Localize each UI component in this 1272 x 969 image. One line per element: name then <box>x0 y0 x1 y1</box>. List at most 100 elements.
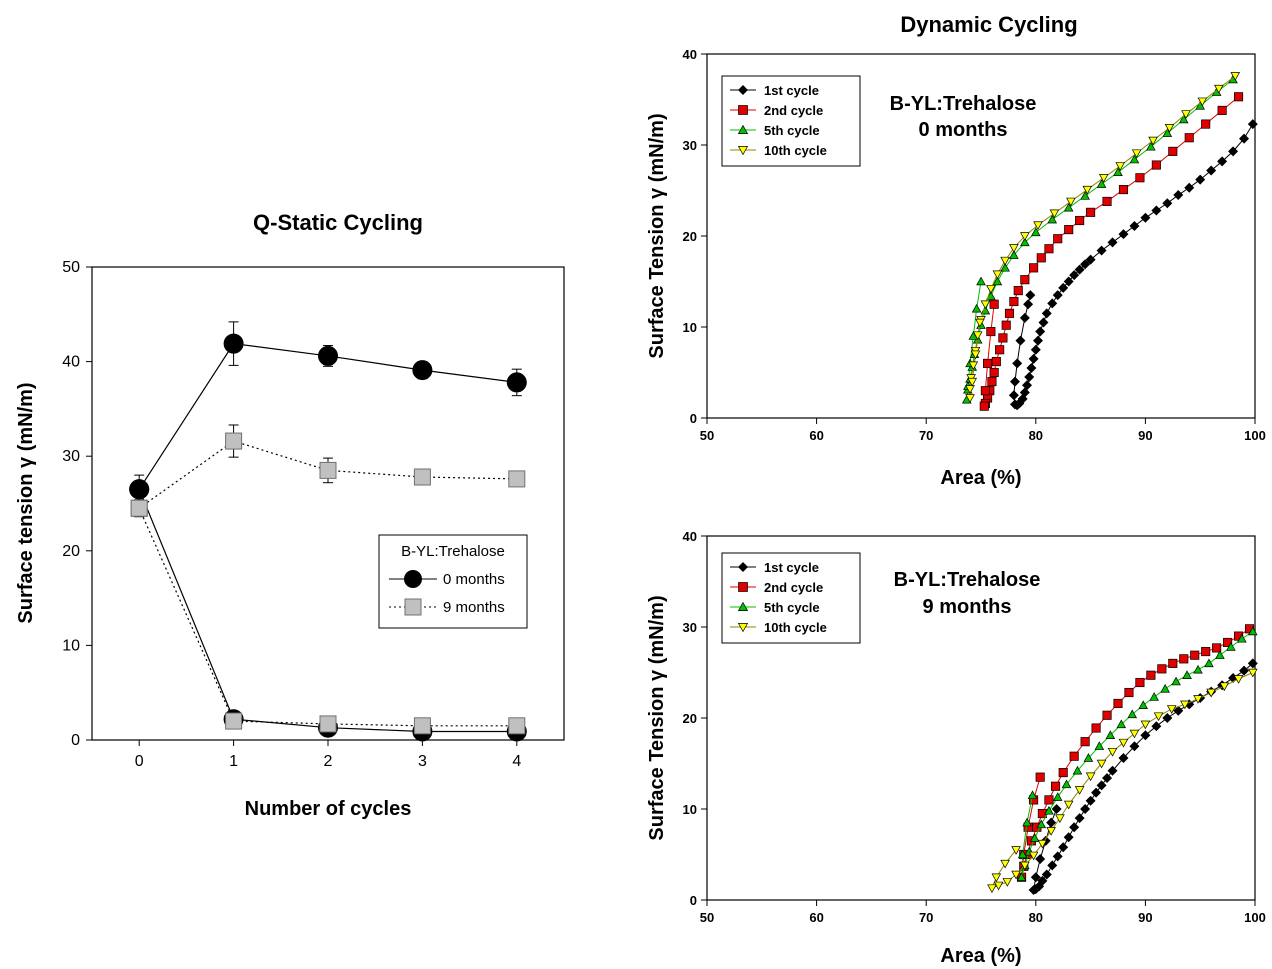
dynamic-9months-ytick-label: 30 <box>683 620 697 635</box>
data-point-1st-cycle <box>1228 146 1239 157</box>
legend-marker-9months <box>404 598 422 616</box>
dynamic-9months-ytick-label: 10 <box>683 802 697 817</box>
series-line-1st-cycle <box>1013 123 1254 406</box>
data-point-1st-cycle <box>1019 312 1030 323</box>
data-point-2nd-cycle <box>1151 160 1161 170</box>
data-point-1st-cycle <box>1162 198 1173 209</box>
data-point-1st-cycle <box>1032 335 1043 346</box>
dynamic-0months-annotation-line2: 0 months <box>919 119 1008 141</box>
data-point-10th-cycle <box>1002 878 1013 887</box>
data-point-5th-cycle <box>1094 741 1105 750</box>
data-point-10th-cycle <box>1033 221 1043 231</box>
data-point-10th-cycle <box>1153 712 1164 722</box>
data-point-2nd-cycle <box>1086 207 1096 217</box>
data-point-10th-cycle <box>1129 729 1140 739</box>
data-point-10th-cycle <box>1219 682 1230 692</box>
data-point-2nd-cycle <box>1009 296 1019 307</box>
data-point-1st-cycle <box>1247 119 1258 130</box>
data-point-9-months-max <box>508 470 526 488</box>
data-point-5th-cycle <box>1017 849 1028 859</box>
data-point-10th-cycle <box>972 331 983 341</box>
data-point-2nd-cycle <box>1212 643 1222 653</box>
data-point-1st-cycle <box>1247 658 1258 669</box>
data-point-10th-cycle <box>968 361 979 371</box>
data-point-1st-cycle <box>1140 212 1151 223</box>
data-point-2nd-cycle <box>1135 677 1145 688</box>
data-point-10th-cycle <box>993 881 1004 891</box>
data-point-2nd-cycle <box>1113 698 1123 708</box>
data-point-1st-cycle <box>1069 270 1080 281</box>
dynamic-9months-xtick-label: 50 <box>700 910 714 925</box>
data-point-10th-cycle <box>1020 232 1030 241</box>
data-point-9-months-max <box>225 432 243 450</box>
legend-marker-2nd-cycle <box>738 582 748 592</box>
data-point-1st-cycle <box>1085 795 1096 806</box>
data-point-5th-cycle <box>1162 128 1173 137</box>
data-point-2nd-cycle <box>1201 119 1211 129</box>
data-point-1st-cycle <box>1239 665 1250 676</box>
data-point-10th-cycle <box>986 285 996 294</box>
data-point-2nd-cycle <box>1217 105 1227 115</box>
data-point-5th-cycle <box>1146 141 1156 151</box>
dynamic-0months-xtick-label: 100 <box>1244 428 1266 443</box>
data-point-5th-cycle <box>1215 650 1225 659</box>
qstatic-legend-title: B-YL:Trehalose <box>401 543 505 560</box>
data-point-2nd-cycle <box>1075 215 1085 226</box>
data-point-2nd-cycle <box>1044 244 1054 254</box>
data-point-9-months-max <box>413 468 431 486</box>
data-point-10th-cycle <box>1180 700 1190 710</box>
dynamic-0months-panel: Dynamic Cycling 50 60 70 80 90 100 0 10 20 30 40 B… <box>646 12 1266 489</box>
dynamic-0months-xtick-label: 70 <box>919 428 933 443</box>
data-point-5th-cycle <box>1061 779 1072 789</box>
legend-marker-5th-cycle <box>737 124 749 134</box>
data-point-5th-cycle <box>1096 179 1107 188</box>
data-point-9-months-min <box>130 499 148 517</box>
legend-label-1st-cycle: 1st cycle <box>764 560 819 575</box>
data-point-10th-cycle <box>1197 97 1208 107</box>
data-point-1st-cycle <box>1030 344 1041 355</box>
data-point-1st-cycle <box>1129 741 1140 752</box>
dynamic-0months-xlabel: Area (%) <box>940 467 1021 489</box>
data-point-10th-cycle <box>1098 174 1109 183</box>
data-point-10th-cycle <box>1009 244 1019 253</box>
data-point-10th-cycle <box>1164 123 1175 133</box>
dynamic-0months-ytick-label: 10 <box>683 320 697 335</box>
data-point-10th-cycle <box>1074 786 1085 795</box>
legend-marker-2nd-cycle <box>738 105 748 115</box>
data-point-1st-cycle <box>1096 780 1107 791</box>
legend-label-2nd-cycle: 2nd cycle <box>764 580 823 595</box>
data-point-2nd-cycle <box>1157 664 1167 674</box>
data-point-2nd-cycle <box>989 299 999 309</box>
data-point-5th-cycle <box>1052 792 1063 801</box>
data-point-2nd-cycle <box>1102 710 1112 720</box>
dynamic-0months-legend: 1st cycle 2nd cycle 5th cycle 10th cycle <box>721 75 861 167</box>
data-point-5th-cycle <box>1193 664 1203 674</box>
data-point-1st-cycle <box>1015 335 1026 346</box>
data-point-2nd-cycle <box>1146 670 1156 680</box>
data-point-2nd-cycle <box>980 386 990 396</box>
data-point-5th-cycle <box>1000 262 1010 272</box>
dynamic-0months-ytick-label: 20 <box>683 229 697 244</box>
data-point-1st-cycle <box>1035 854 1046 865</box>
data-point-1st-cycle <box>1038 317 1049 328</box>
data-point-10th-cycle <box>1011 870 1021 880</box>
data-point-5th-cycle <box>1149 692 1159 701</box>
data-point-1st-cycle <box>1102 773 1113 784</box>
dynamic-9months-ticks: 50 60 70 80 90 100 0 10 20 30 40 <box>683 529 1266 925</box>
data-point-1st-cycle <box>1009 376 1020 387</box>
data-point-5th-cycle <box>1182 670 1192 679</box>
data-point-10th-cycle <box>1028 851 1039 861</box>
data-point-2nd-cycle <box>1102 196 1112 206</box>
dynamic-0months-ticks: 50 60 70 80 90 100 0 10 20 30 40 <box>683 47 1266 443</box>
data-point-1st-cycle <box>1151 721 1162 732</box>
data-point-10th-cycle <box>1107 747 1118 757</box>
data-point-10th-cycle <box>1118 738 1129 748</box>
data-point-10th-cycle <box>1037 839 1048 849</box>
data-point-10th-cycle <box>1248 668 1258 678</box>
data-point-5th-cycle <box>1237 633 1247 643</box>
data-point-2nd-cycle <box>1124 687 1134 698</box>
data-point-5th-cycle <box>1063 202 1074 212</box>
data-point-1st-cycle <box>1063 832 1074 843</box>
